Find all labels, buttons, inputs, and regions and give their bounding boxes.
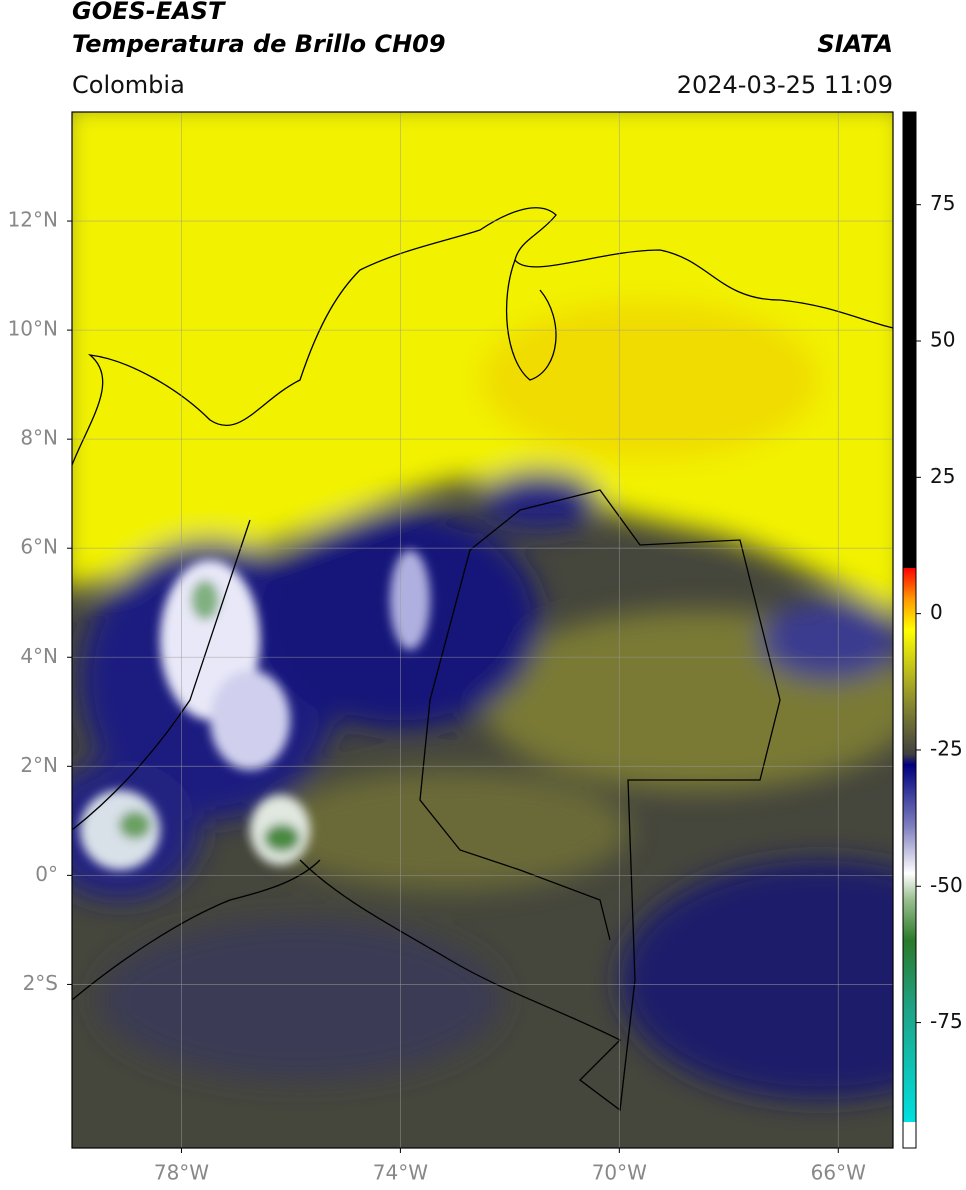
colorbar-tick-label: -50: [930, 873, 963, 897]
y-tick-label: 8°N: [20, 426, 58, 450]
y-tick-label: 0°: [35, 862, 58, 886]
y-tick-label: 2°N: [20, 753, 58, 777]
colorbar: [902, 111, 917, 1149]
y-tick-label: 6°N: [20, 535, 58, 559]
grid: [72, 112, 893, 1148]
region: Colombia: [72, 71, 185, 99]
colorbar-tick-label: -25: [930, 736, 963, 760]
map-frame: [71, 111, 894, 1149]
x-tick-label: 78°W: [154, 1161, 209, 1185]
y-tick-label: 12°N: [8, 208, 58, 232]
satellite-image: [72, 112, 893, 1148]
colorbar-tick-label: 50: [930, 328, 955, 352]
datetime: 2024-03-25 11:09: [677, 71, 893, 99]
title-line2: Temperatura de Brillo CH09: [72, 30, 446, 58]
source: SIATA: [817, 30, 893, 58]
y-tick-label: 10°N: [8, 317, 58, 341]
x-tick-label: 70°W: [592, 1161, 647, 1185]
title-line1: GOES-EAST: [72, 0, 226, 25]
colorbar-tick-label: 25: [930, 464, 955, 488]
x-tick-label: 66°W: [811, 1161, 866, 1185]
y-tick-label: 4°N: [20, 644, 58, 668]
colorbar-tick-label: 75: [930, 191, 955, 215]
colorbar-tick-label: 0: [930, 600, 943, 624]
x-tick-label: 74°W: [373, 1161, 428, 1185]
y-tick-label: 2°S: [23, 971, 58, 995]
colorbar-tick-label: -75: [930, 1009, 963, 1033]
